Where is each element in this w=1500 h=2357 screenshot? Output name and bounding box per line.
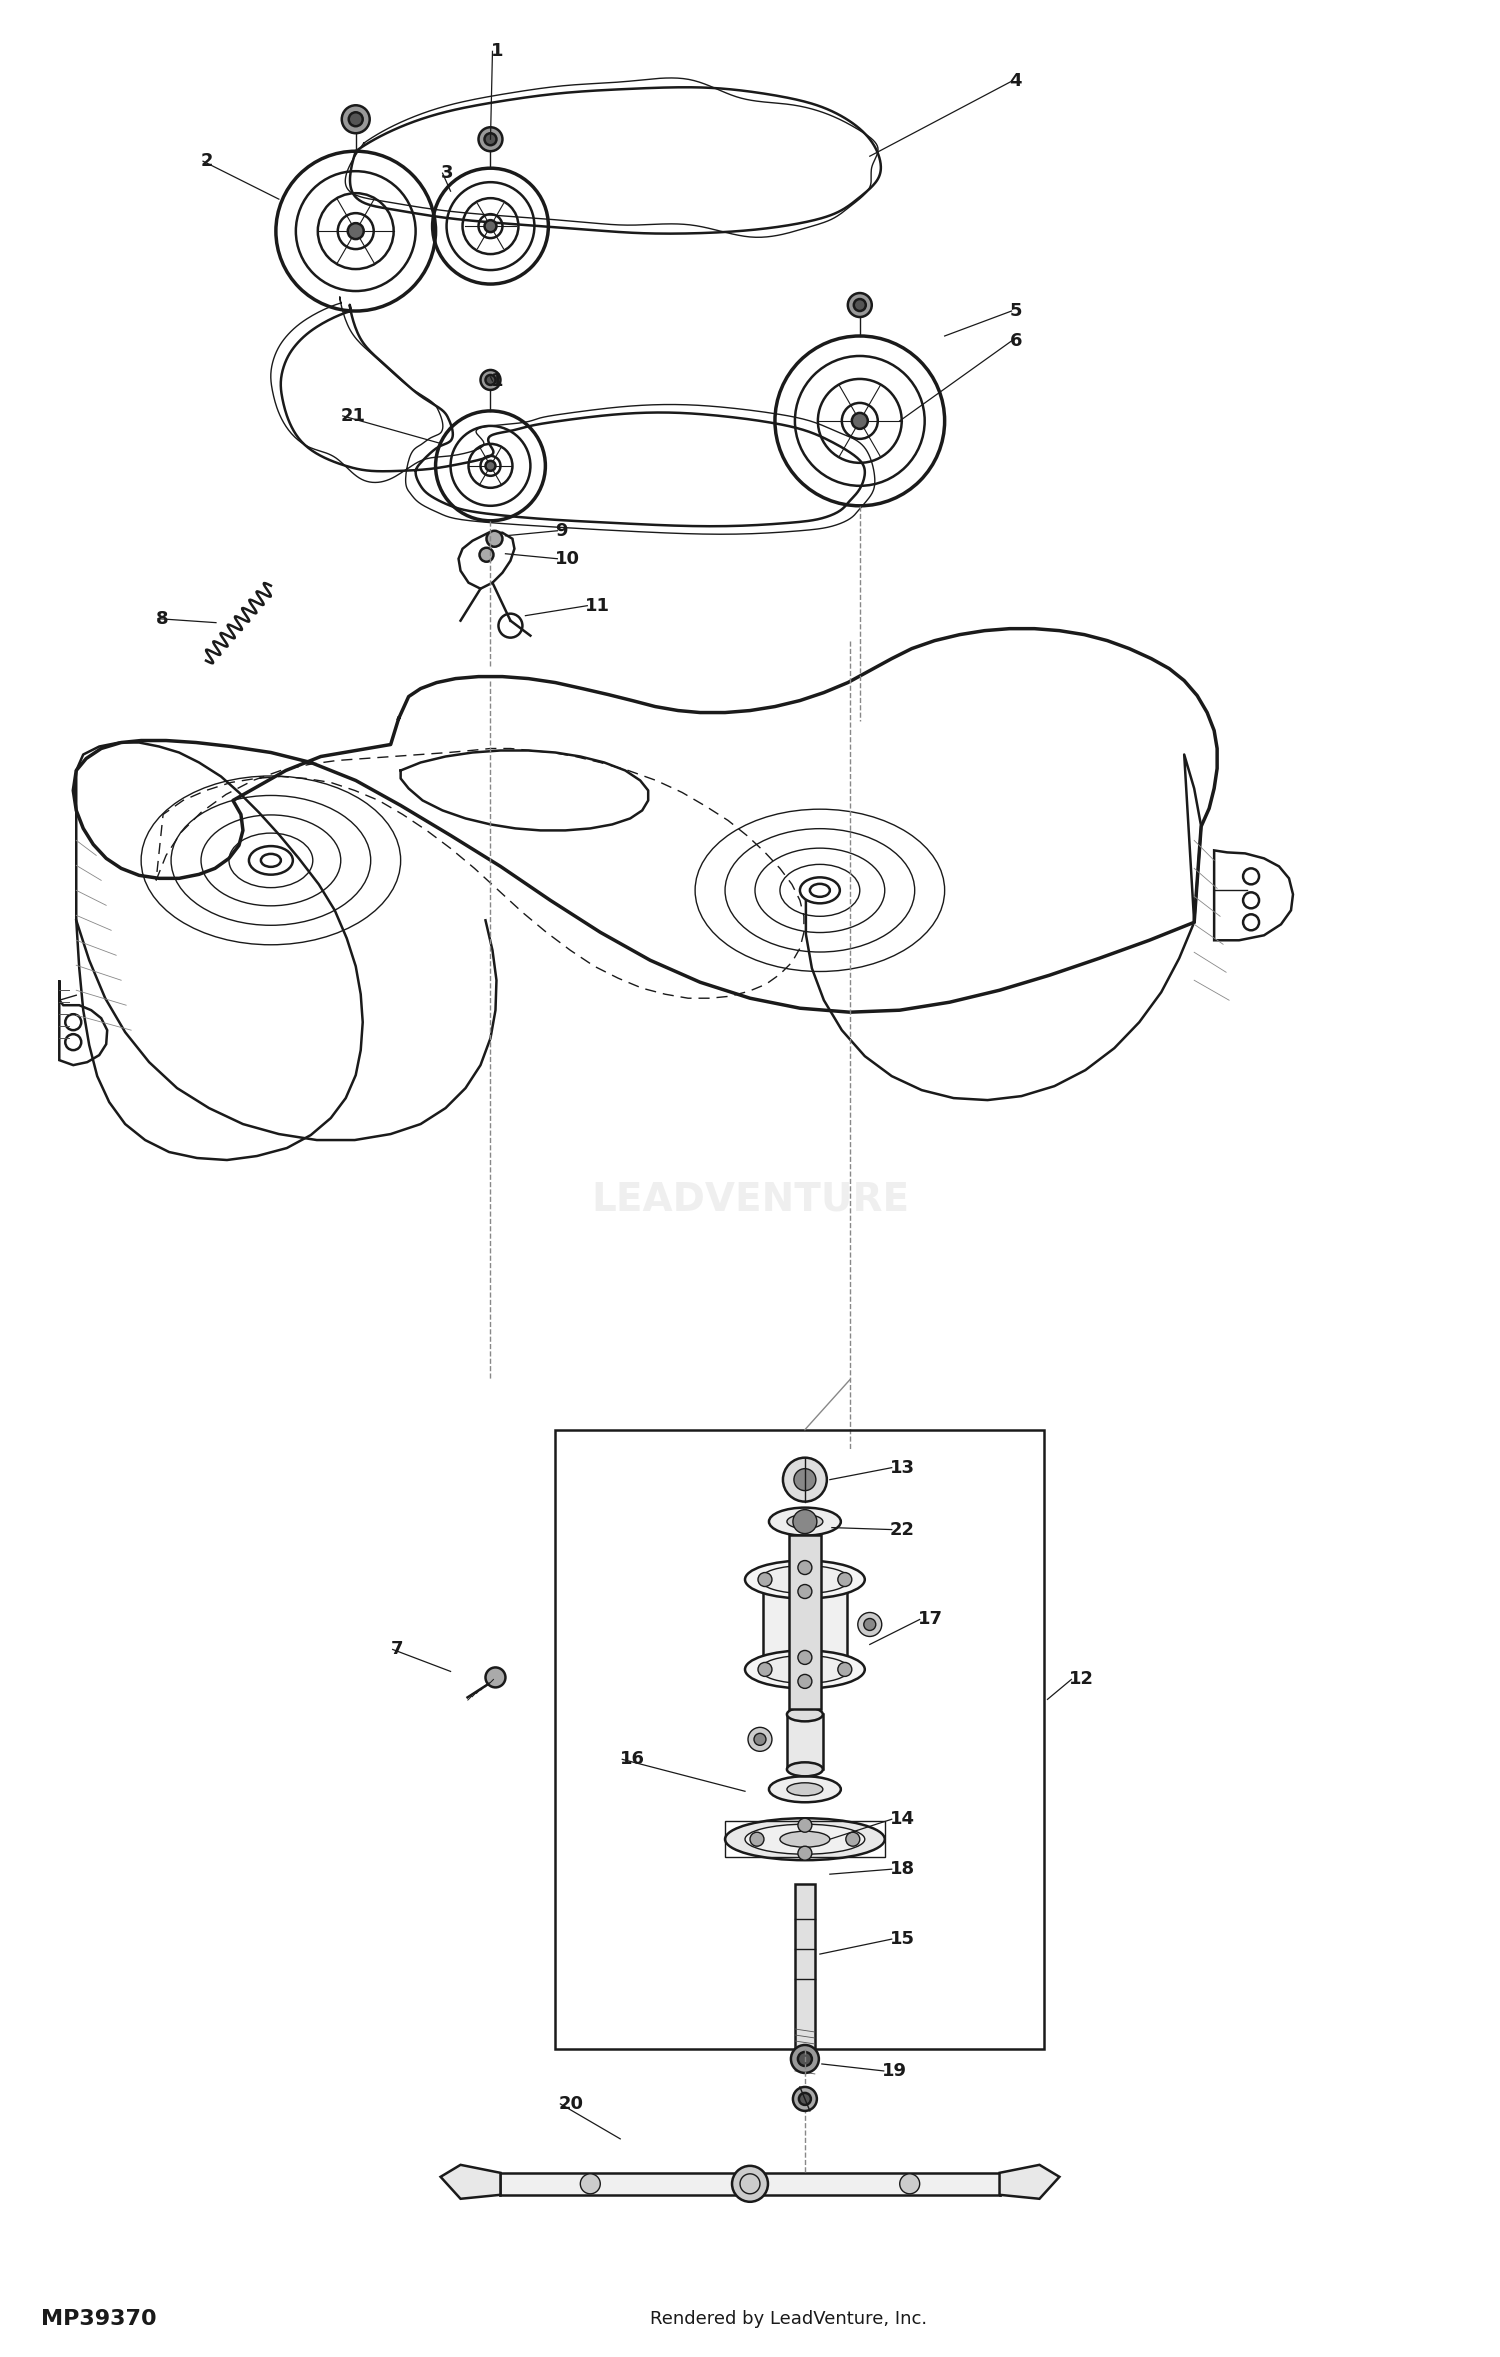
Circle shape <box>348 224 363 238</box>
Text: 8: 8 <box>156 610 168 627</box>
Text: 19: 19 <box>882 2062 908 2079</box>
Bar <box>788 1714 824 1770</box>
Text: 4: 4 <box>1010 73 1022 90</box>
Text: 5: 5 <box>1010 302 1022 321</box>
Circle shape <box>741 2176 759 2192</box>
Ellipse shape <box>760 1655 850 1683</box>
Text: 3: 3 <box>441 165 453 181</box>
Circle shape <box>852 412 868 429</box>
Text: 17: 17 <box>918 1610 942 1629</box>
Bar <box>789 1534 820 1709</box>
Ellipse shape <box>746 1560 866 1598</box>
Circle shape <box>790 2046 819 2072</box>
Circle shape <box>740 2173 760 2194</box>
Circle shape <box>748 1728 772 1751</box>
Ellipse shape <box>788 1516 824 1530</box>
Text: 7: 7 <box>390 1640 404 1659</box>
Circle shape <box>783 1457 826 1501</box>
Text: 21: 21 <box>340 408 366 424</box>
Circle shape <box>839 1662 852 1676</box>
Circle shape <box>798 1673 812 1688</box>
Text: 6: 6 <box>1010 332 1022 349</box>
Circle shape <box>839 1572 852 1586</box>
Text: MP39370: MP39370 <box>42 2308 158 2329</box>
Circle shape <box>853 299 865 311</box>
Bar <box>795 1883 814 2053</box>
Circle shape <box>798 1846 812 1860</box>
Text: 12: 12 <box>1070 1671 1095 1688</box>
Text: 22: 22 <box>890 1520 915 1539</box>
Circle shape <box>794 1468 816 1490</box>
Text: 14: 14 <box>890 1810 915 1829</box>
Text: 18: 18 <box>890 1860 915 1879</box>
Ellipse shape <box>788 1763 824 1777</box>
Circle shape <box>750 1831 764 1846</box>
Circle shape <box>348 113 363 127</box>
Circle shape <box>478 127 502 151</box>
Polygon shape <box>999 2164 1059 2199</box>
Circle shape <box>486 462 495 471</box>
Ellipse shape <box>788 1782 824 1796</box>
Circle shape <box>794 1508 818 1534</box>
Text: 10: 10 <box>555 549 580 568</box>
Text: 9: 9 <box>555 521 568 540</box>
Text: 16: 16 <box>620 1751 645 1768</box>
Circle shape <box>486 1666 506 1688</box>
Circle shape <box>798 1817 812 1831</box>
Circle shape <box>480 370 501 389</box>
Circle shape <box>864 1619 876 1631</box>
Circle shape <box>800 2093 812 2105</box>
Circle shape <box>758 1662 772 1676</box>
Text: 11: 11 <box>585 596 610 615</box>
Circle shape <box>484 134 496 146</box>
Bar <box>555 1431 1044 2048</box>
Ellipse shape <box>746 1650 866 1688</box>
Circle shape <box>486 530 502 547</box>
Text: 15: 15 <box>890 1930 915 1949</box>
Circle shape <box>484 219 496 231</box>
Circle shape <box>798 1560 812 1574</box>
Circle shape <box>758 1572 772 1586</box>
Ellipse shape <box>746 1824 866 1855</box>
Circle shape <box>858 1612 882 1636</box>
Circle shape <box>847 292 871 316</box>
Circle shape <box>486 375 495 384</box>
Circle shape <box>900 2173 920 2194</box>
Ellipse shape <box>788 1706 824 1721</box>
Circle shape <box>846 1831 859 1846</box>
Circle shape <box>798 2053 812 2067</box>
Circle shape <box>798 1650 812 1664</box>
Circle shape <box>798 1584 812 1598</box>
Ellipse shape <box>780 1831 830 1848</box>
Ellipse shape <box>770 1508 842 1534</box>
Text: 13: 13 <box>890 1459 915 1475</box>
Ellipse shape <box>760 1565 850 1593</box>
Circle shape <box>480 547 494 561</box>
Ellipse shape <box>770 1777 842 1803</box>
Text: 20: 20 <box>558 2095 584 2112</box>
Text: LEADVENTURE: LEADVENTURE <box>591 1181 909 1219</box>
Circle shape <box>342 106 369 134</box>
Text: 1: 1 <box>490 372 502 389</box>
Circle shape <box>580 2173 600 2194</box>
Bar <box>764 1579 847 1669</box>
Text: 1: 1 <box>490 42 502 61</box>
Polygon shape <box>441 2164 501 2199</box>
Text: 2: 2 <box>201 153 213 170</box>
Circle shape <box>754 1732 766 1744</box>
Bar <box>724 1822 885 1857</box>
Ellipse shape <box>724 1817 885 1860</box>
Circle shape <box>794 2086 818 2112</box>
Text: Rendered by LeadVenture, Inc.: Rendered by LeadVenture, Inc. <box>650 2310 927 2329</box>
Circle shape <box>732 2166 768 2201</box>
